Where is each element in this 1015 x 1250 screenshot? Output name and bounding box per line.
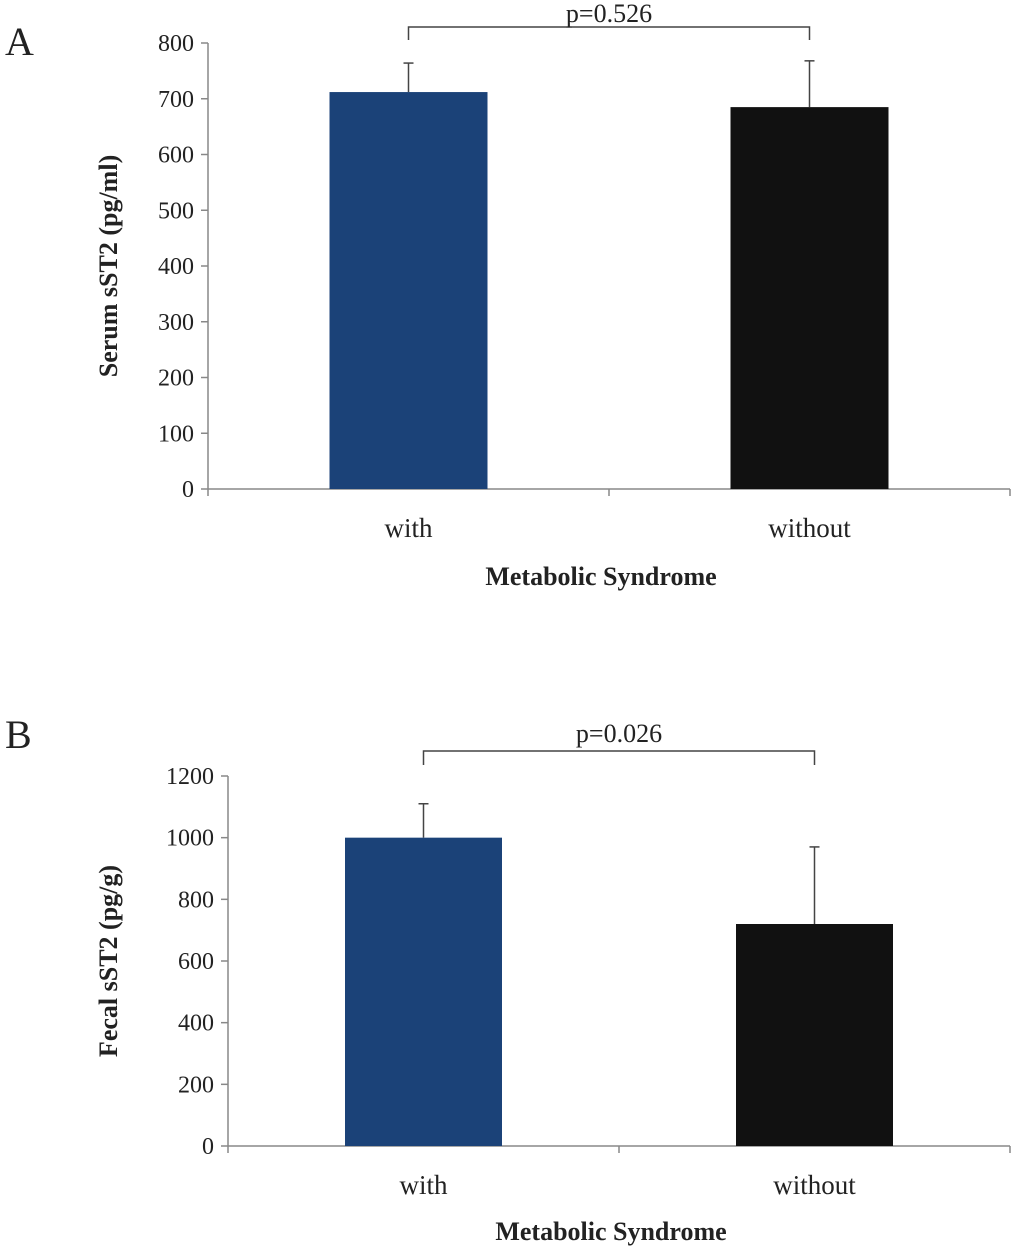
y-axis-label: Fecal sST2 (pg/g) [94,865,123,1057]
x-tick-label: without [768,513,851,543]
y-tick-label: 600 [158,143,194,169]
y-tick-label: 400 [158,254,194,280]
y-tick-label: 0 [202,1134,214,1160]
y-tick-label: 100 [158,421,194,447]
p-value-annotation: p=0.526 [566,0,652,28]
bar-with [345,837,502,1146]
significance-bracket [422,750,816,765]
bar-without [736,924,893,1146]
y-tick-label: 1000 [166,826,214,852]
y-tick-label: 600 [178,949,214,975]
y-tick-label: 300 [158,310,194,336]
y-tick-label: 200 [158,366,194,392]
panel-label: B [5,712,32,757]
y-tick-label: 500 [158,198,194,224]
y-tick-label: 1200 [166,764,214,790]
y-tick-label: 800 [158,31,194,57]
y-tick-label: 200 [178,1072,214,1098]
bar-with [329,92,488,489]
y-tick-label: 800 [178,887,214,913]
x-axis-label: Metabolic Syndrome [485,562,716,591]
y-tick-label: 400 [178,1011,214,1037]
y-tick-label: 0 [182,477,194,503]
y-tick-label: 700 [158,87,194,113]
x-tick-label: with [384,513,433,543]
significance-bracket [407,26,811,40]
x-tick-label: without [773,1170,856,1200]
bar-without [730,107,889,490]
x-tick-label: with [399,1170,448,1200]
y-axis-label: Serum sST2 (pg/ml) [94,155,123,377]
p-value-annotation: p=0.026 [576,719,662,748]
panel-label: A [5,19,34,64]
x-axis-label: Metabolic Syndrome [495,1217,726,1246]
